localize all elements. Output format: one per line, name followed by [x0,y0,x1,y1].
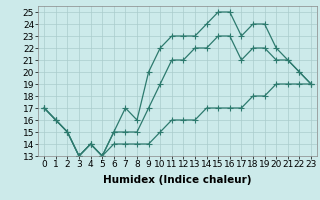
X-axis label: Humidex (Indice chaleur): Humidex (Indice chaleur) [103,175,252,185]
